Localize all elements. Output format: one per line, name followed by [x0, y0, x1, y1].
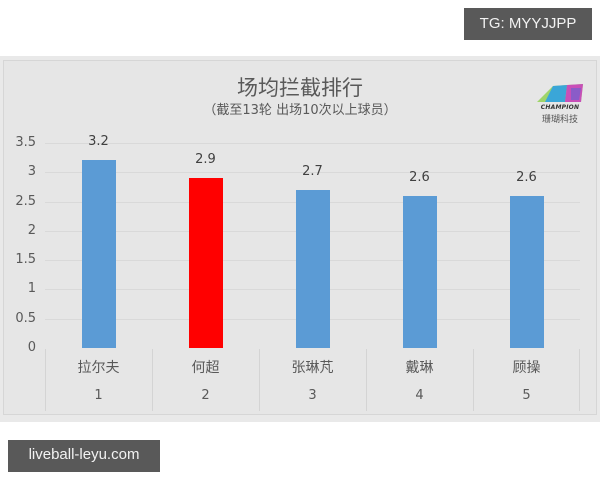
category-label: 何超	[191, 360, 220, 376]
bar-value-label: 2.9	[195, 152, 216, 168]
bar-value-label: 2.6	[409, 169, 430, 185]
bar-value-label: 3.2	[88, 134, 109, 150]
rank-label: 2	[201, 388, 210, 403]
category-cell	[366, 349, 473, 411]
chart-title: 场均拦截排行	[237, 76, 363, 100]
bar	[295, 189, 330, 348]
champion-logo-icon	[537, 84, 583, 102]
rank-label: 3	[308, 388, 317, 403]
y-tick-label: 3	[27, 164, 36, 180]
category-cell	[473, 349, 580, 411]
logo-text-cn: 珊瑚科技	[541, 115, 578, 125]
y-tick-label: 1	[27, 281, 36, 297]
rank-label: 5	[522, 388, 531, 403]
gridline	[45, 172, 580, 174]
bar	[81, 160, 116, 348]
rank-label: 4	[415, 388, 424, 403]
url-watermark: liveball-leyu.com	[8, 440, 160, 472]
bar	[188, 178, 223, 348]
gridline	[45, 142, 580, 144]
y-tick-label: 1.5	[15, 252, 36, 268]
category-label: 拉尔夫	[77, 360, 120, 376]
y-tick-label: 2.5	[15, 193, 36, 209]
tg-watermark: TG: MYYJJPP	[464, 8, 592, 40]
category-cell	[152, 349, 259, 411]
y-tick-label: 0	[27, 340, 36, 355]
bar	[402, 195, 437, 348]
bar-value-label: 2.7	[302, 163, 323, 179]
y-tick-label: 2	[27, 222, 36, 238]
category-label: 张琳芃	[291, 360, 334, 376]
chart-subtitle: （截至13轮 出场10次以上球员）	[203, 103, 397, 118]
rank-label: 1	[94, 388, 103, 403]
category-label: 戴琳	[405, 360, 434, 376]
category-cell	[259, 349, 366, 411]
logo-text-en: CHAMPION	[540, 104, 580, 111]
bar-value-label: 2.6	[516, 169, 537, 185]
y-tick-label: 3.5	[15, 134, 36, 150]
y-tick-label: 0.5	[15, 310, 36, 326]
category-label: 顾操	[512, 360, 541, 376]
category-cell	[45, 349, 152, 411]
bar	[509, 195, 544, 348]
